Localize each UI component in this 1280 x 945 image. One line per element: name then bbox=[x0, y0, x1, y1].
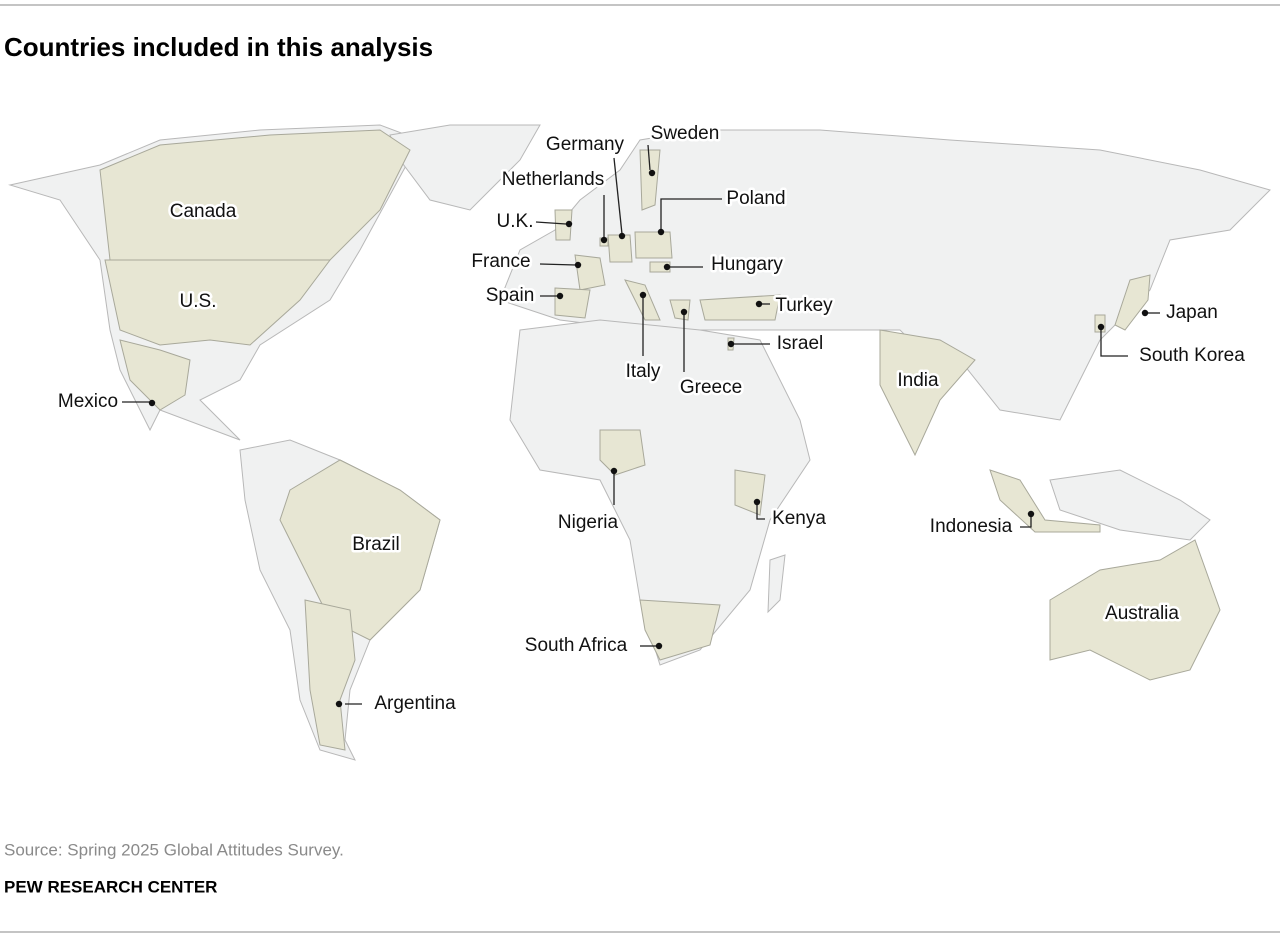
country bbox=[699, 294, 781, 321]
leader-line bbox=[539, 263, 577, 266]
country bbox=[599, 429, 646, 476]
leader-line bbox=[756, 504, 765, 520]
country bbox=[279, 459, 441, 641]
country bbox=[879, 329, 976, 457]
country-label: Spain bbox=[486, 285, 535, 306]
country bbox=[574, 254, 606, 291]
country bbox=[554, 287, 591, 319]
country-label: Italy bbox=[626, 361, 661, 382]
location-dot bbox=[639, 291, 647, 299]
country-label: Turkey bbox=[775, 295, 833, 316]
country-label: Brazil bbox=[352, 534, 400, 555]
location-dot bbox=[1097, 323, 1105, 331]
location-dot bbox=[1027, 510, 1035, 518]
country-label: Japan bbox=[1166, 302, 1218, 323]
location-dot bbox=[556, 292, 564, 300]
leader-line bbox=[535, 221, 567, 225]
location-dot bbox=[753, 498, 761, 506]
leader-line bbox=[647, 144, 651, 171]
country-label: Hungary bbox=[711, 254, 783, 275]
country-label: South Africa bbox=[525, 635, 628, 656]
country-label: Argentina bbox=[374, 693, 456, 714]
leader-line bbox=[613, 157, 623, 235]
location-dot bbox=[618, 232, 626, 240]
country-label: Poland bbox=[726, 188, 785, 209]
footer: PEW RESEARCH CENTER bbox=[4, 877, 217, 896]
location-dot bbox=[565, 220, 573, 228]
location-dot bbox=[574, 261, 582, 269]
country-label: France bbox=[471, 251, 530, 272]
source: Source: Spring 2025 Global Attitudes Sur… bbox=[4, 840, 344, 859]
country bbox=[639, 149, 661, 211]
location-dot bbox=[148, 399, 156, 407]
leader-line bbox=[660, 198, 722, 230]
country bbox=[1114, 274, 1151, 331]
country-label: Mexico bbox=[58, 391, 118, 412]
country bbox=[554, 209, 573, 241]
country bbox=[607, 234, 633, 263]
location-dot bbox=[727, 340, 735, 348]
country-label: U.S. bbox=[180, 291, 217, 312]
location-dot bbox=[648, 169, 656, 177]
location-dot bbox=[335, 700, 343, 708]
country-label: Kenya bbox=[772, 508, 826, 529]
land bbox=[1049, 469, 1211, 541]
world-map bbox=[8, 124, 1271, 761]
country-label: Nigeria bbox=[558, 512, 619, 533]
land bbox=[389, 124, 541, 211]
land bbox=[767, 554, 786, 614]
country-label: Netherlands bbox=[502, 169, 604, 190]
location-dot bbox=[1141, 309, 1149, 317]
country bbox=[1049, 539, 1221, 681]
country-label: South Korea bbox=[1139, 345, 1245, 366]
leader-line bbox=[1020, 516, 1032, 528]
country bbox=[639, 599, 721, 661]
country bbox=[989, 469, 1101, 533]
country-label: Indonesia bbox=[930, 516, 1013, 537]
country bbox=[119, 339, 191, 411]
location-dot bbox=[755, 300, 763, 308]
country-label: Sweden bbox=[651, 123, 720, 144]
land bbox=[509, 319, 811, 666]
location-dot bbox=[657, 228, 665, 236]
country-label: India bbox=[897, 370, 939, 391]
location-dot bbox=[600, 236, 608, 244]
country-label: Greece bbox=[680, 377, 742, 398]
country bbox=[634, 231, 673, 259]
country-label: Germany bbox=[546, 134, 625, 155]
location-dot bbox=[655, 642, 663, 650]
location-dot bbox=[610, 467, 618, 475]
leader-line bbox=[1100, 327, 1128, 357]
country bbox=[104, 259, 331, 346]
country bbox=[304, 599, 356, 751]
country-label: U.K. bbox=[497, 211, 534, 232]
location-dot bbox=[680, 308, 688, 316]
location-dot bbox=[663, 263, 671, 271]
country-label: Australia bbox=[1105, 603, 1179, 624]
country-label: Canada bbox=[170, 201, 237, 222]
country bbox=[649, 261, 671, 273]
country-label: Israel bbox=[777, 333, 823, 354]
title: Countries included in this analysis bbox=[4, 32, 433, 62]
labels: Canada U.S. Mexico Brazil Argentina U.K. Nethe… bbox=[55, 121, 1247, 717]
land bbox=[499, 129, 1271, 421]
